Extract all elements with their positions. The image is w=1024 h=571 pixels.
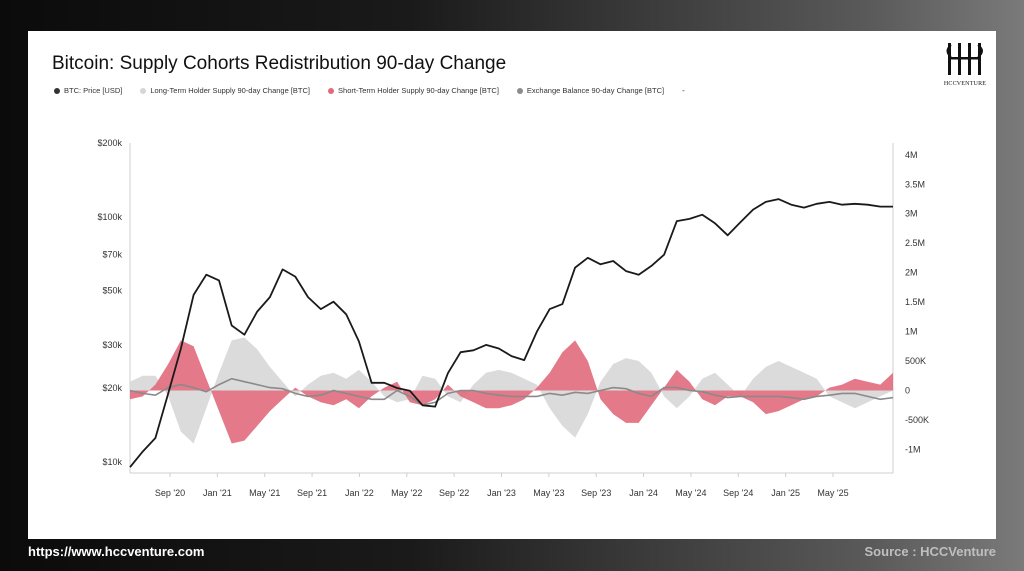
- y-left-tick-label: $50k: [102, 286, 122, 296]
- legend-dot-exchange: [516, 87, 523, 94]
- hccventure-logo: HCCVENTURE: [942, 41, 988, 87]
- legend-more[interactable]: -: [682, 86, 685, 95]
- chart-lines: [129, 198, 894, 468]
- x-tick-label: May '25: [817, 488, 848, 498]
- x-tick-label: May '21: [249, 488, 280, 498]
- y-right-tick-label: 3.5M: [905, 179, 925, 189]
- chart-areas: [130, 337, 893, 444]
- y-left-tick-label: $100k: [97, 212, 122, 222]
- y-right-tick-label: 1M: [905, 327, 918, 337]
- series-sth-area: [130, 340, 893, 444]
- legend-item-lth[interactable]: Long-Term Holder Supply 90-day Change [B…: [140, 86, 310, 95]
- y-left-tick-label: $30k: [102, 340, 122, 350]
- series-price-line: [129, 198, 893, 468]
- legend-label-lth: Long-Term Holder Supply 90-day Change [B…: [150, 86, 311, 95]
- x-tick-label: Jan '25: [771, 488, 800, 498]
- y-left-tick-label: $200k: [97, 138, 122, 148]
- series-exchange-line: [129, 377, 894, 407]
- legend-item-price[interactable]: BTC: Price [USD]: [54, 86, 122, 95]
- x-tick-label: Sep '24: [723, 488, 753, 498]
- chart-legend: BTC: Price [USD] Long-Term Holder Supply…: [54, 86, 685, 95]
- y-right-tick-label: 3M: [905, 209, 918, 219]
- x-tick-label: Sep '20: [155, 488, 185, 498]
- x-tick-label: Sep '23: [581, 488, 611, 498]
- legend-label-exchange: Exchange Balance 90-day Change [BTC]: [526, 86, 665, 95]
- footer-url[interactable]: https://www.hccventure.com: [28, 544, 205, 559]
- y-right-tick-label: -500K: [905, 415, 929, 425]
- y-right-tick-label: 2.5M: [905, 238, 925, 248]
- x-tick-label: May '22: [391, 488, 422, 498]
- x-tick-label: Jan '22: [345, 488, 374, 498]
- legend-dot-sth: [328, 87, 335, 94]
- y-left-tick-label: $10k: [102, 457, 122, 467]
- y-right-tick-label: 2M: [905, 268, 918, 278]
- x-tick-label: Jan '24: [629, 488, 658, 498]
- logo-icon: [946, 43, 983, 75]
- y-right-tick-label: 4M: [905, 150, 918, 160]
- x-tick-label: Sep '22: [439, 488, 469, 498]
- legend-label-price: BTC: Price [USD]: [64, 86, 123, 95]
- x-tick-label: Jan '21: [203, 488, 232, 498]
- footer-source: Source : HCCVenture: [864, 544, 996, 559]
- y-left-tick-label: $20k: [102, 383, 122, 393]
- chart-axes: $10k $20k $30k $50k $70k $100k $200k -1M -500K 0 5…: [97, 138, 929, 498]
- y-right-tick-label: 1.5M: [905, 297, 925, 307]
- legend-dot-lth: [140, 87, 147, 94]
- x-tick-label: May '24: [675, 488, 706, 498]
- logo-text: HCCVENTURE: [943, 81, 987, 87]
- legend-item-exchange[interactable]: Exchange Balance 90-day Change [BTC]: [516, 86, 665, 95]
- x-tick-label: May '23: [533, 488, 564, 498]
- legend-dot-price: [54, 87, 60, 94]
- y-left-tick-label: $70k: [102, 250, 122, 260]
- y-right-tick-label: -1M: [905, 444, 921, 454]
- chart-title: Bitcoin: Supply Cohorts Redistribution 9…: [52, 53, 507, 74]
- legend-label-sth: Short-Term Holder Supply 90-day Change […: [338, 86, 499, 95]
- x-tick-label: Sep '21: [297, 488, 327, 498]
- x-tick-label: Jan '23: [487, 488, 516, 498]
- chart-card: Bitcoin: Supply Cohorts Redistribution 9…: [28, 31, 996, 539]
- legend-item-sth[interactable]: Short-Term Holder Supply 90-day Change […: [328, 86, 499, 95]
- y-right-tick-label: 500K: [905, 356, 926, 366]
- y-right-tick-label: 0: [905, 386, 910, 396]
